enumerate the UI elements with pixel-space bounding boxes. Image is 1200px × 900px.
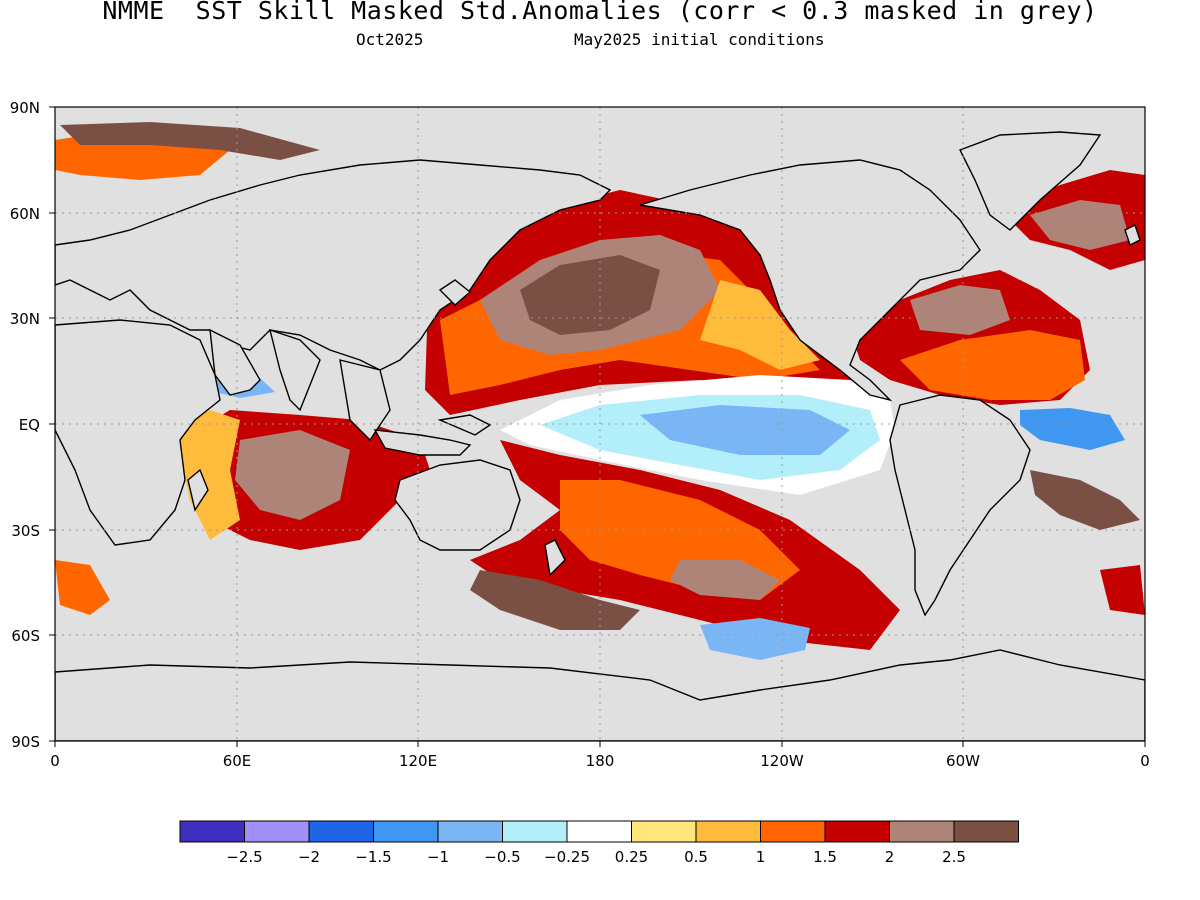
legend-label: 1.5 xyxy=(813,848,837,866)
legend-swatch xyxy=(373,820,439,843)
north-pacific-yellow-anomaly xyxy=(700,280,820,370)
legend-swatch xyxy=(308,820,374,843)
land-masses xyxy=(55,131,1145,741)
western-south-atlantic-warm-anomaly xyxy=(55,560,110,615)
lon-label: 0 xyxy=(50,752,60,770)
legend-swatch xyxy=(953,820,1019,843)
lon-label: 120E xyxy=(399,752,437,770)
legend-labels: −2.5 −2 −1.5 −1 −0.5 −0.25 0.25 0.5 1 1.5 2 2.5 xyxy=(226,848,966,866)
initial-conditions-label: May2025 initial conditions xyxy=(574,30,825,49)
tick-marks xyxy=(49,106,1146,747)
north-pacific-dark-brown-anomaly xyxy=(520,255,660,335)
legend-label: 2.5 xyxy=(942,848,966,866)
legend-swatch xyxy=(244,820,310,843)
sst-anomaly-map: 90N 60N 30N EQ 30S 60S 90S 0 60E 120E 18… xyxy=(10,99,1150,770)
lat-label: 60N xyxy=(10,205,40,223)
map-title: NMME SST Skill Masked Std.Anomalies (cor… xyxy=(102,0,1098,25)
latitude-labels: 90N 60N 30N EQ 30S 60S 90S xyxy=(10,99,40,751)
madagascar-landmass xyxy=(187,468,209,512)
japan-landmass xyxy=(438,279,472,306)
africa-landmass xyxy=(55,319,221,546)
legend-swatch xyxy=(566,820,632,843)
tropical-atlantic-blue-anomaly xyxy=(1020,408,1125,450)
legend-label: 0.25 xyxy=(615,848,648,866)
new-zealand-landmass xyxy=(544,539,566,577)
indian-ocean-brown-anomaly xyxy=(235,430,350,520)
south-pacific-brown-anomaly xyxy=(470,570,640,630)
lat-label: 90N xyxy=(10,99,40,117)
legend-label: −2 xyxy=(298,848,320,866)
lat-label: 60S xyxy=(11,627,40,645)
australia-landmass xyxy=(394,459,521,551)
maritime-continent-landmass xyxy=(373,414,492,456)
legend-label: 0.5 xyxy=(684,848,708,866)
eurasia-landmass xyxy=(55,159,612,371)
lon-label: 0 xyxy=(1140,752,1150,770)
equatorial-pacific-blue-anomaly xyxy=(640,405,850,455)
lon-label: 60E xyxy=(223,752,252,770)
legend-swatch xyxy=(695,820,761,843)
lat-label: EQ xyxy=(19,416,40,434)
legend-swatch xyxy=(889,820,955,843)
legend-label: −0.5 xyxy=(484,848,520,866)
legend-swatch xyxy=(179,820,245,843)
southern-ocean-blue-anomaly xyxy=(700,618,810,660)
gridlines xyxy=(55,107,1145,741)
legend-swatch xyxy=(824,820,890,843)
longitude-labels: 0 60E 120E 180 120W 60W 0 xyxy=(50,752,1150,770)
lat-label: 90S xyxy=(11,733,40,751)
legend-label: −0.25 xyxy=(544,848,590,866)
north-atlantic-orange-anomaly xyxy=(900,330,1085,400)
legend-swatch xyxy=(760,820,826,843)
indian-ocean-orange-anomaly xyxy=(175,410,240,540)
legend-label: 1 xyxy=(756,848,766,866)
south-atlantic-brown-anomaly xyxy=(1030,470,1140,530)
north-america-landmass xyxy=(639,159,981,402)
legend-label: −1.5 xyxy=(355,848,391,866)
legend-label: −2.5 xyxy=(226,848,262,866)
legend-swatch xyxy=(502,820,568,843)
south-pacific-brown-anomaly-2 xyxy=(670,560,780,600)
north-atlantic-brown-anomaly xyxy=(910,285,1010,335)
uk-landmass xyxy=(1124,224,1141,246)
south-america-landmass xyxy=(889,394,1031,617)
legend-swatches xyxy=(179,820,1019,843)
lon-label: 120W xyxy=(760,752,804,770)
lon-label: 180 xyxy=(586,752,615,770)
lat-label: 30N xyxy=(10,310,40,328)
lon-label: 60W xyxy=(946,752,980,770)
lat-label: 30S xyxy=(11,522,40,540)
legend-swatch xyxy=(631,820,697,843)
south-atlantic-warm-anomaly xyxy=(1100,565,1145,615)
greenland-landmass xyxy=(959,131,1102,231)
legend-label: −1 xyxy=(427,848,449,866)
arctic-brown-anomaly xyxy=(60,122,320,160)
southeast-asia-landmass xyxy=(339,359,391,442)
target-month-label: Oct2025 xyxy=(356,30,424,49)
legend-swatch xyxy=(437,820,503,843)
legend-label: 2 xyxy=(885,848,895,866)
